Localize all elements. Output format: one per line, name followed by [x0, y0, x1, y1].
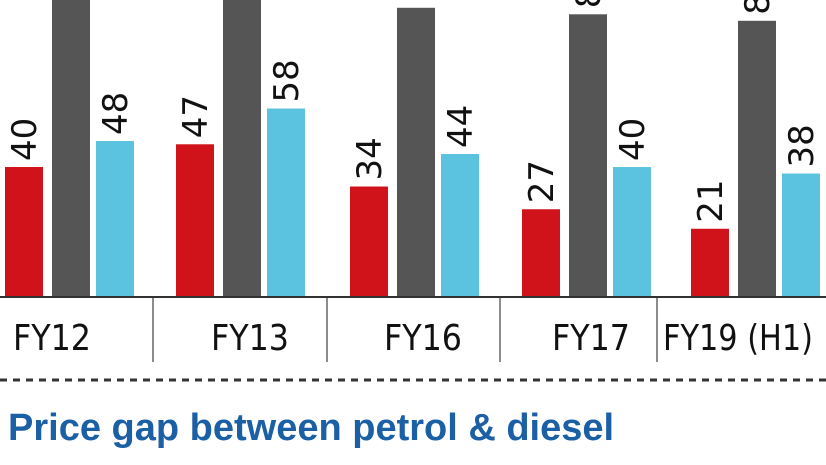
chart-title: Price gap between petrol & diesel: [8, 407, 614, 449]
bar: [223, 0, 261, 297]
bar: [96, 141, 134, 297]
x-tick-label: FY12: [13, 318, 91, 359]
bar: [397, 7, 435, 298]
value-label: 58: [267, 59, 307, 102]
bar: [522, 209, 560, 297]
bar: [738, 20, 776, 297]
bar: [782, 173, 820, 297]
x-tick-label: FY17: [552, 318, 630, 359]
bar: [613, 167, 651, 297]
bar: [691, 228, 729, 297]
bar: [52, 0, 90, 297]
value-label: 27: [522, 160, 562, 203]
value-label: 34: [350, 137, 390, 180]
value-label: 47: [176, 95, 216, 138]
bar: [569, 14, 607, 297]
value-label: 38: [782, 124, 822, 167]
x-tick-label: FY19 (H1): [663, 318, 813, 359]
x-tick-label: FY13: [211, 318, 289, 359]
value-label: 40: [613, 118, 653, 161]
value-label: 44: [441, 105, 481, 148]
bar: [267, 108, 305, 297]
value-label: 87: [569, 0, 609, 8]
bar: [350, 186, 388, 297]
value-label: 40: [5, 118, 45, 161]
value-label: 85: [738, 0, 778, 15]
value-label: 89: [397, 0, 437, 2]
value-label: 48: [96, 92, 136, 135]
bar: [441, 154, 479, 297]
x-tick-label: FY16: [384, 318, 462, 359]
bar: [176, 144, 214, 297]
value-label: 21: [691, 179, 731, 222]
bar: [5, 167, 43, 297]
